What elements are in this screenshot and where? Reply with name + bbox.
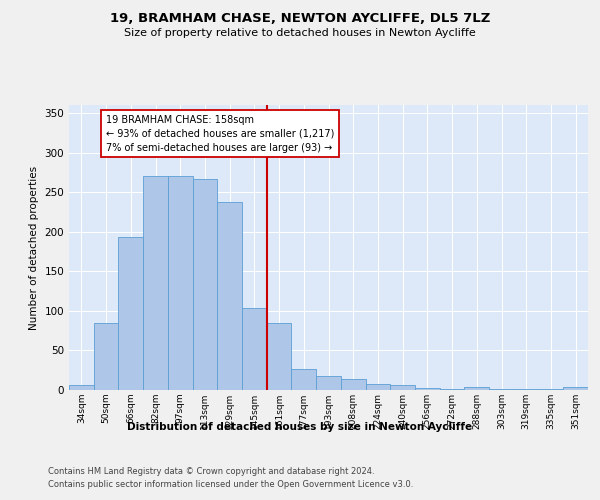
Bar <box>539 389 563 390</box>
Bar <box>464 387 489 390</box>
Bar <box>514 389 539 390</box>
Text: 19, BRAMHAM CHASE, NEWTON AYCLIFFE, DL5 7LZ: 19, BRAMHAM CHASE, NEWTON AYCLIFFE, DL5 … <box>110 12 490 26</box>
Bar <box>168 176 193 390</box>
Bar <box>217 202 242 390</box>
Bar <box>118 237 143 390</box>
Text: Contains public sector information licensed under the Open Government Licence v3: Contains public sector information licen… <box>48 480 413 489</box>
Bar <box>69 385 94 390</box>
Bar <box>316 376 341 390</box>
Text: Size of property relative to detached houses in Newton Aycliffe: Size of property relative to detached ho… <box>124 28 476 38</box>
Bar <box>563 387 588 390</box>
Bar <box>440 389 464 390</box>
Bar <box>341 379 365 390</box>
Bar <box>415 388 440 390</box>
Bar <box>193 180 217 390</box>
Y-axis label: Number of detached properties: Number of detached properties <box>29 166 39 330</box>
Bar <box>365 384 390 390</box>
Bar <box>143 176 168 390</box>
Bar <box>242 308 267 390</box>
Text: 19 BRAMHAM CHASE: 158sqm
← 93% of detached houses are smaller (1,217)
7% of semi: 19 BRAMHAM CHASE: 158sqm ← 93% of detach… <box>106 114 334 152</box>
Bar <box>489 389 514 390</box>
Bar <box>390 385 415 390</box>
Bar <box>267 322 292 390</box>
Text: Distribution of detached houses by size in Newton Aycliffe: Distribution of detached houses by size … <box>127 422 473 432</box>
Text: Contains HM Land Registry data © Crown copyright and database right 2024.: Contains HM Land Registry data © Crown c… <box>48 468 374 476</box>
Bar <box>292 370 316 390</box>
Bar <box>94 322 118 390</box>
